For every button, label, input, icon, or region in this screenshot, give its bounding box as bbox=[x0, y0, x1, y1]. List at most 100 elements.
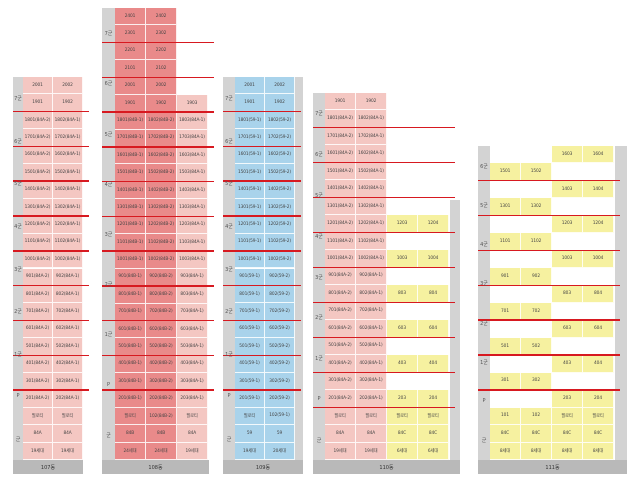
b110-group-label: 6군 bbox=[315, 152, 323, 159]
b107-unit-cell: 702(84A-1) bbox=[53, 303, 83, 321]
b108-group-divider bbox=[102, 250, 214, 252]
b108-unit-cell: 1901 bbox=[115, 94, 146, 113]
b109-unit-cell: 801(59-1) bbox=[235, 285, 265, 304]
b110-unit-cell: 1802(84A-1) bbox=[356, 110, 387, 128]
b111-unit-cell: 204 bbox=[583, 390, 614, 408]
b111-unit-cell: 1302 bbox=[521, 198, 552, 216]
b111-unit-cell: 702 bbox=[521, 303, 552, 321]
b109-unit-cell: 1101(59-1) bbox=[235, 233, 265, 252]
b111-group-label: 2군 bbox=[480, 320, 488, 327]
b108-unit-cell: 24세대 bbox=[146, 442, 177, 460]
b110-unit-cell: 1302(84A-1) bbox=[356, 197, 387, 216]
b110-group-divider bbox=[313, 371, 455, 374]
b107-unit-cell: 19세대 bbox=[53, 442, 83, 460]
b110-unit-cell: 1501(84A-2) bbox=[325, 162, 356, 181]
b110-unit-cell: 1702(84A-1) bbox=[356, 127, 387, 146]
b111-label: 111동 bbox=[545, 464, 560, 471]
b109-unit-cell: 1401(59-1) bbox=[235, 181, 265, 199]
b109-unit-cell: 601(59-1) bbox=[235, 320, 265, 339]
b108-unit-cell: 2202 bbox=[146, 42, 177, 61]
b108-group-divider bbox=[102, 41, 214, 44]
b110-unit-cell: 701(84A-2) bbox=[325, 302, 356, 321]
b110-unit-cell: 1901 bbox=[325, 93, 356, 111]
b107-unit-cell: 602(84A-1) bbox=[53, 320, 83, 339]
b107-unit-cell: 302(84A-1) bbox=[53, 372, 83, 391]
b111-unit-cell: 1204 bbox=[583, 215, 614, 234]
b110-unit-cell: 1101(84A-2) bbox=[325, 232, 356, 251]
b111-unit-cell: 101 bbox=[490, 407, 521, 426]
b109-group-label: 2군 bbox=[225, 309, 233, 316]
b108-unit-cell: 2201 bbox=[115, 42, 146, 61]
b109-unit-cell: 1001(59-1) bbox=[235, 251, 265, 269]
b107-unit-cell: 1302(84A-1) bbox=[53, 198, 83, 217]
b107-unit-cell: 84A bbox=[53, 425, 83, 443]
b107-unit-cell: 502(84A-1) bbox=[53, 338, 83, 356]
b109-right-rail bbox=[295, 77, 303, 460]
b108-unit-cell: 1002(84B-2) bbox=[146, 251, 177, 269]
b110-unit-cell: 19세대 bbox=[356, 442, 387, 460]
b111-group-label: 5군 bbox=[480, 202, 488, 209]
b110-unit-cell: 84C bbox=[418, 425, 449, 443]
b108-unit-cell: 503(84A-1) bbox=[177, 338, 208, 356]
b107-unit-cell: 1102(84A-1) bbox=[53, 233, 83, 252]
b110-unit-cell: 801(84A-2) bbox=[325, 285, 356, 303]
b108-unit-cell: 1903 bbox=[177, 94, 208, 113]
b111-unit-cell: 1404 bbox=[583, 180, 614, 199]
b110-unit-cell: 1202(84A-1) bbox=[356, 215, 387, 233]
b110-unit-cell: 1902 bbox=[356, 93, 387, 111]
b108-unit-cell: 402(84B-2) bbox=[146, 355, 177, 374]
b108-group-label: 6군 bbox=[104, 81, 113, 88]
b110-group-label: 5군 bbox=[315, 192, 323, 199]
b108-unit-cell: 701(84B-1) bbox=[115, 303, 146, 321]
b110-unit-cell: 6세대 bbox=[387, 442, 418, 460]
b108-unit-cell: 1103(84A-1) bbox=[177, 234, 208, 252]
b111-unit-cell: 502 bbox=[521, 337, 552, 356]
b110-unit-cell: 1402(84A-1) bbox=[356, 180, 387, 198]
b110-unit-cell: 1502(84A-1) bbox=[356, 162, 387, 181]
b110-group-divider bbox=[313, 231, 455, 234]
b109-group-divider bbox=[223, 215, 301, 217]
b110-unit-cell: 1301(84A-2) bbox=[325, 197, 356, 216]
b107-unit-cell: 2001 bbox=[23, 77, 53, 95]
b107-unit-cell: 19세대 bbox=[23, 442, 53, 460]
b109-unit-cell: 501(59-1) bbox=[235, 338, 265, 356]
b108-unit-cell: 84B bbox=[146, 425, 177, 443]
b109-unit-cell: 502(59-2) bbox=[265, 338, 295, 356]
b107-unit-cell: 1402(84A-1) bbox=[53, 181, 83, 199]
b110-unit-cell: 402(84A-1) bbox=[356, 355, 387, 373]
b109-group-divider bbox=[223, 250, 301, 252]
b109-unit-cell: 1901 bbox=[235, 94, 265, 112]
b110-footer: 110동 bbox=[313, 460, 460, 474]
b110-group-label: 4군 bbox=[315, 233, 323, 240]
b109-unit-cell: 1601(59-1) bbox=[235, 146, 265, 165]
b109-group-divider bbox=[223, 110, 301, 113]
b108-group-label: 3군 bbox=[104, 232, 113, 238]
b108-unit-cell: 필로티 bbox=[115, 407, 146, 426]
b109-unit-cell: 필로티 bbox=[235, 407, 265, 426]
b111-group-divider bbox=[478, 249, 620, 252]
b107-footer: 107동 bbox=[13, 460, 83, 474]
b108-unit-cell: 1303(84A-1) bbox=[177, 199, 208, 217]
b109-group-label: 군 bbox=[226, 436, 232, 443]
b108-unit-cell: 901(84B-1) bbox=[115, 268, 146, 287]
b108-unit-cell: 2101 bbox=[115, 60, 146, 78]
b109-group-divider bbox=[223, 319, 301, 322]
b107-group-divider bbox=[13, 145, 89, 148]
b110-unit-cell: 84A bbox=[356, 425, 387, 443]
b108-unit-cell: 203(84A-1) bbox=[177, 390, 208, 408]
b110-unit-cell: 601(84A-2) bbox=[325, 320, 356, 338]
b108-group-label: 1군 bbox=[104, 332, 113, 339]
b110-unit-cell: 필로티 bbox=[387, 407, 418, 426]
b110-unit-cell: 201(84A-2) bbox=[325, 390, 356, 408]
b107-group-divider bbox=[13, 354, 89, 357]
b108-unit-cell: 1102(84B-2) bbox=[146, 234, 177, 252]
b108-unit-cell: 702(84B-2) bbox=[146, 303, 177, 321]
b111-unit-cell: 1203 bbox=[552, 215, 583, 234]
b108-group-divider bbox=[102, 389, 214, 391]
b111-unit-cell: 803 bbox=[552, 285, 583, 303]
b108-unit-cell: 2402 bbox=[146, 8, 177, 26]
b109-unit-cell: 59 bbox=[235, 425, 265, 443]
b109-footer: 109동 bbox=[223, 460, 303, 474]
b110-group-label: 군 bbox=[316, 437, 322, 444]
b111-unit-cell: 1403 bbox=[552, 180, 583, 199]
